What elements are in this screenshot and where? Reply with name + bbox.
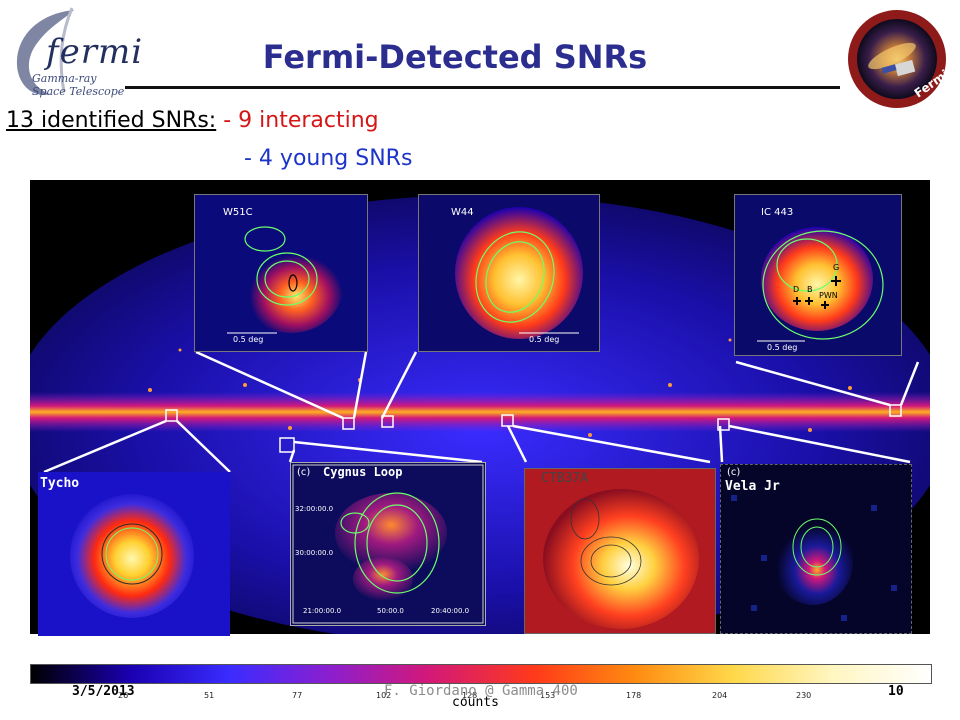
cygnus-panel-label: (c)	[297, 467, 311, 478]
logo-line-2: Space Telescope	[32, 85, 125, 98]
vela-jr-caption: Vela Jr	[725, 479, 780, 494]
w51c-inset: W51C 0.5 deg	[194, 194, 368, 352]
interacting-label: - 9 interacting	[223, 108, 379, 133]
tycho-image	[38, 472, 230, 636]
w51c-label: W51C	[223, 207, 253, 218]
ctb37a-image	[525, 469, 715, 633]
logo-line-1: Gamma-ray	[32, 72, 97, 85]
page-number: 10	[888, 684, 904, 699]
colorbar-tick-102: 102	[376, 691, 392, 700]
colorbar-tick-204: 204	[712, 691, 728, 700]
vela-panel-label: (c)	[727, 467, 741, 478]
footer-date: 3/5/2013	[72, 684, 135, 699]
snr-count-line: 13 identified SNRs: - 9 interacting	[6, 108, 379, 133]
mission-patch-icon: Fermi	[848, 10, 951, 108]
w51c-image	[195, 195, 367, 351]
ic443-marker-b: B	[807, 285, 813, 294]
ctb37a-caption: CTB37A	[541, 471, 588, 486]
cygnus-dec-tick-2: 30:00:00.0	[295, 549, 334, 557]
w44-inset: W44 0.5 deg	[418, 194, 600, 352]
vela-jr-inset: (c) Vela Jr	[720, 464, 912, 634]
all-sky-map: W51C 0.5 deg W44 0.5 deg	[30, 180, 930, 636]
ic443-marker-g: G	[833, 263, 840, 272]
title-divider	[125, 86, 840, 89]
w44-image	[419, 195, 599, 351]
ic443-inset: IC 443 G D B PWN 0.5 deg	[734, 194, 902, 356]
w51c-scale: 0.5 deg	[233, 335, 264, 344]
ic443-label: IC 443	[761, 207, 794, 218]
mission-badge: Fermi	[846, 8, 951, 110]
colorbar-tick-230: 230	[796, 691, 812, 700]
colorbar-tick-26: 26	[118, 691, 129, 700]
ctb37a-inset: CTB37A	[524, 468, 716, 634]
color-bar	[30, 664, 932, 684]
colorbar-tick-77: 77	[292, 691, 303, 700]
colorbar-tick-51: 51	[204, 691, 215, 700]
cygnus-loop-image	[291, 463, 485, 625]
cygnus-ra-tick-2: 50:00.0	[377, 607, 404, 615]
cygnus-dec-tick-1: 32:00:00.0	[295, 505, 334, 513]
ic443-marker-d: D	[793, 285, 800, 294]
fermi-logo-subtitle: Gamma-ray Space Telescope	[32, 72, 124, 98]
vela-jr-image	[721, 465, 911, 633]
page-title: Fermi-Detected SNRs	[262, 38, 648, 76]
cygnus-ra-tick-3: 20:40:00.0	[431, 607, 470, 615]
ic443-marker-pwn: PWN	[819, 291, 838, 300]
tycho-inset: Tycho	[38, 472, 230, 636]
snr-count-label: 13 identified SNRs:	[6, 108, 217, 133]
w44-scale: 0.5 deg	[529, 335, 560, 344]
fermi-swoosh-icon	[17, 7, 74, 96]
colorbar-tick-128: 128	[462, 691, 478, 700]
ic443-scale: 0.5 deg	[767, 343, 798, 352]
cygnus-loop-inset: (c) Cygnus Loop 32:00:00.0 30:00:00.0 21…	[290, 462, 486, 626]
cygnus-loop-caption: Cygnus Loop	[323, 465, 403, 479]
colorbar-unit: counts	[452, 695, 499, 710]
fermi-logo-word: fermi	[46, 32, 144, 72]
w44-label: W44	[451, 207, 474, 218]
footer-credit: F. Giordano @ Gamma 400	[384, 683, 578, 699]
colorbar-tick-153: 153	[540, 691, 556, 700]
tycho-caption: Tycho	[40, 476, 80, 491]
colorbar-tick-178: 178	[626, 691, 642, 700]
young-snr-label: - 4 young SNRs	[244, 146, 413, 171]
cygnus-ra-tick-1: 21:00:00.0	[303, 607, 342, 615]
ic443-image	[735, 195, 901, 355]
fermi-logo: fermi Gamma-ray Space Telescope	[4, 2, 142, 110]
